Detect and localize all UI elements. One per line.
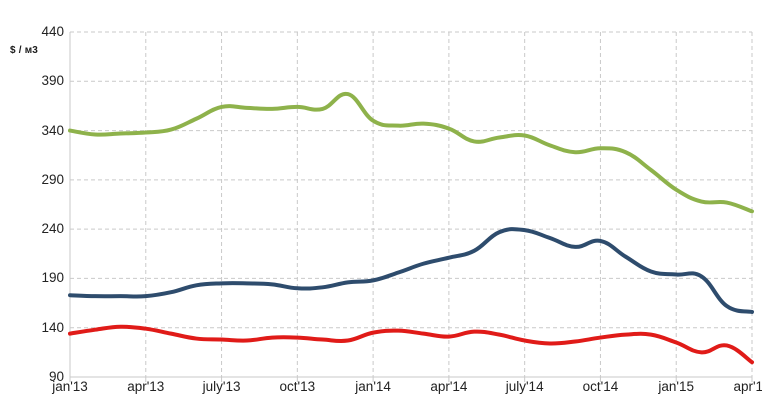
x-tick-label: apr'13	[127, 379, 165, 394]
x-tick-label: oct'13	[279, 379, 316, 394]
y-tick-label: 240	[41, 221, 64, 237]
y-tick-label: 190	[41, 270, 64, 286]
x-tick-label: jan'14	[355, 379, 391, 394]
y-axis-unit-label: $ / м3	[10, 45, 39, 56]
x-tick-label: jan'13	[52, 379, 88, 394]
x-tick-label: apr'14	[430, 379, 468, 394]
series-line-red-series	[68, 324, 754, 365]
y-tick-label: 140	[41, 319, 64, 335]
x-tick-label: apr'15	[733, 379, 762, 394]
x-tick-label: july'13	[202, 379, 241, 394]
axis-lines	[69, 32, 753, 382]
y-tick-label: 390	[41, 73, 64, 89]
y-tick-label: 90	[48, 369, 64, 384]
y-tick-label: 340	[41, 122, 64, 138]
series-line-blue-series	[68, 227, 754, 314]
x-tick-label: oct'14	[582, 379, 619, 394]
gridlines	[70, 31, 753, 377]
y-tick-label: 440	[41, 24, 64, 39]
x-tick-label: jan'15	[658, 379, 695, 394]
series-line-green-series	[68, 91, 754, 214]
y-axis-tick-labels: 90 140 190 240 290 340 390 440	[20, 0, 64, 406]
x-tick-label: july'14	[505, 379, 544, 394]
y-tick-label: 290	[41, 171, 64, 187]
data-series	[68, 91, 754, 365]
